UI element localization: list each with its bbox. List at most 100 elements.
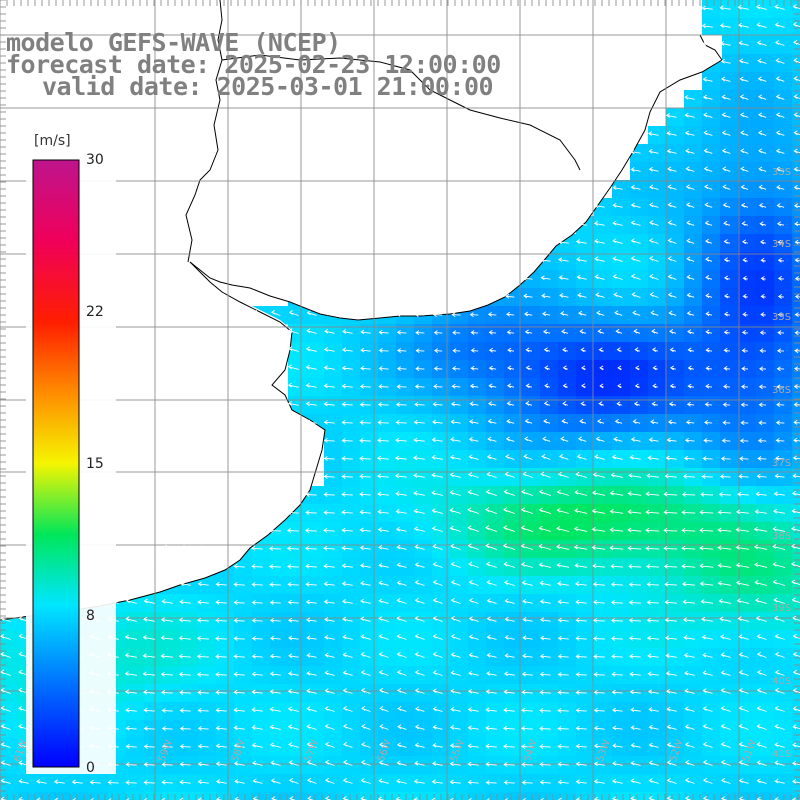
wind-arrow (269, 635, 281, 641)
wind-arrow (251, 653, 263, 659)
wind-arrow (543, 401, 551, 406)
wind-arrow (685, 184, 695, 190)
wind-arrow (758, 384, 767, 390)
wind-arrow (759, 366, 767, 372)
wind-arrow (485, 707, 497, 713)
wind-arrow (575, 599, 587, 605)
wind-arrow (630, 760, 641, 766)
wind-arrow (774, 22, 785, 28)
brazil-border (221, 54, 581, 171)
wind-arrow (251, 618, 263, 623)
wind-arrow (361, 742, 371, 748)
wind-arrow (523, 454, 533, 460)
wind-arrow (593, 238, 605, 244)
wind-arrow (395, 420, 407, 425)
wind-arrow (580, 347, 586, 353)
wind-arrow (197, 726, 209, 731)
wind-arrow (251, 545, 263, 551)
wind-arrow (521, 780, 533, 785)
wind-arrow (197, 581, 209, 587)
wind-arrow (777, 294, 784, 299)
wind-arrow (323, 347, 335, 352)
wind-arrow (451, 312, 461, 317)
wind-arrow (682, 599, 696, 605)
wind-arrow (324, 292, 335, 298)
wind-arrow (197, 690, 209, 695)
wind-arrow (701, 5, 713, 11)
wind-arrow (777, 276, 784, 281)
wind-arrow (703, 112, 713, 118)
wind-arrow (396, 580, 407, 586)
wind-arrow (125, 707, 137, 713)
wind-arrow (720, 456, 731, 461)
wind-arrow (647, 653, 659, 659)
wind-arrow (341, 527, 353, 533)
wind-arrow (651, 347, 658, 352)
lat-label: 39S (772, 603, 792, 614)
wind-arrow (287, 492, 299, 497)
wind-arrow (557, 708, 569, 713)
wind-arrow (684, 742, 695, 748)
wind-arrow (413, 437, 425, 443)
wind-arrow (449, 761, 461, 767)
wind-arrow (324, 706, 335, 712)
wind-arrow (720, 652, 731, 658)
wind-arrow (701, 616, 713, 622)
wind-arrow (305, 510, 317, 515)
wind-arrow (666, 742, 677, 748)
wind-arrow (450, 634, 461, 640)
wind-arrow (414, 688, 425, 694)
wind-arrow (721, 112, 731, 118)
wind-arrow (198, 526, 209, 532)
wind-arrow (540, 275, 551, 281)
wind-arrow (704, 202, 713, 208)
wind-arrow (0, 669, 11, 676)
wind-arrow (774, 724, 785, 730)
wind-arrow (522, 617, 533, 622)
wind-arrow (774, 778, 785, 784)
wind-arrow (609, 490, 624, 496)
wind-arrow (617, 365, 622, 371)
wind-arrow (774, 705, 785, 712)
wind-arrow (594, 274, 605, 280)
wind-arrow (556, 507, 570, 514)
wind-arrow (634, 347, 640, 352)
wind-arrow (538, 562, 552, 568)
wind-arrow (702, 59, 713, 64)
wind-arrow (597, 328, 605, 334)
wind-arrow (741, 348, 748, 353)
wind-arrow (323, 383, 335, 389)
wind-arrow (180, 563, 191, 568)
wind-arrow (305, 599, 317, 605)
wind-arrow (396, 669, 407, 676)
wind-arrow (754, 509, 767, 514)
wind-arrow (378, 562, 389, 568)
colorbar-tick: 30 (86, 152, 104, 168)
wind-arrow (755, 4, 767, 10)
wind-arrow (414, 544, 425, 550)
wind-arrow (0, 742, 11, 748)
wind-arrow (414, 615, 425, 622)
wind-arrow (432, 670, 443, 676)
wind-arrow (305, 492, 317, 497)
wind-arrow (233, 600, 245, 605)
wind-arrow (143, 707, 155, 713)
wind-arrow (467, 707, 479, 712)
wind-arrow (663, 509, 678, 515)
wind-arrow (360, 347, 371, 353)
wind-arrow (397, 688, 407, 694)
wind-arrow (685, 202, 695, 208)
wind-arrow (143, 726, 155, 731)
wind-arrow (557, 654, 569, 659)
wind-arrow (178, 672, 191, 677)
wind-arrow (525, 401, 533, 406)
wind-arrow (792, 688, 800, 694)
wind-arrow (790, 561, 800, 568)
wind-arrow (486, 598, 497, 604)
wind-arrow (379, 742, 389, 748)
wind-arrow (720, 778, 731, 784)
wind-arrow (792, 4, 800, 10)
wind-arrow (359, 527, 371, 533)
wind-arrow (160, 617, 173, 622)
wind-arrow (704, 402, 713, 407)
